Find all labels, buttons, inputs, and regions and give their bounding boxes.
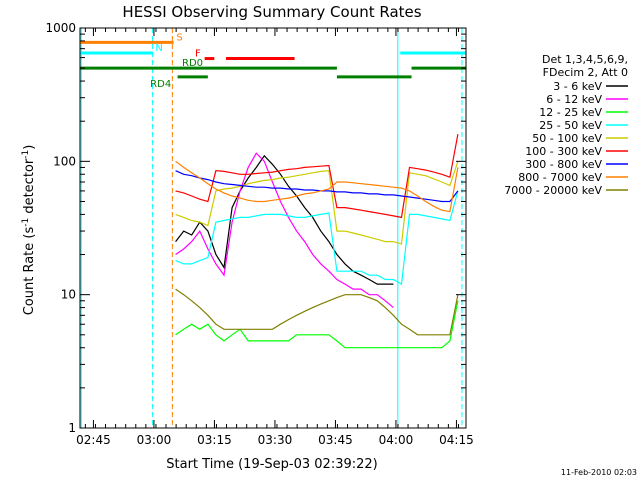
y-tick-label-0: 1 [68,421,76,435]
chart-title: HESSI Observing Summary Count Rates [122,3,421,21]
footer-date: 11-Feb-2010 02:03 [561,468,637,477]
series-line-6 [175,170,459,203]
y-axis-title: Count Rate (s-1 detector-1) [21,145,37,316]
legend-label-6: 300 - 800 keV [525,158,602,171]
series-lines [175,133,459,349]
series-line-8 [175,288,459,336]
legend-label-4: 50 - 100 keV [532,132,602,145]
series-line-5 [175,133,459,219]
legend-label-3: 25 - 50 keV [539,119,602,132]
x-tick-label-2: 03:15 [197,433,232,447]
series-line-1 [175,152,394,309]
y-tick-label-1: 10 [61,288,76,302]
legend-label-2: 12 - 25 keV [539,106,602,119]
vertical-markers [80,28,463,428]
y-tick-label-3: 1000 [45,21,76,35]
x-tick-label-4: 03:45 [318,433,353,447]
x-tick-label-6: 04:15 [439,433,474,447]
series-line-3 [175,190,459,286]
x-tick-label-0: 02:45 [76,433,111,447]
y-tick-label-2: 100 [53,154,76,168]
series-line-4 [175,161,459,245]
status-bar-label-3: F [195,49,201,60]
series-line-2 [175,300,459,349]
legend-label-0: 3 - 6 keV [553,80,602,93]
x-tick-label-5: 04:00 [379,433,414,447]
legend-label-8: 7000 - 20000 keV [504,184,602,197]
series-line-0 [175,154,394,285]
status-bar-label-0: S [176,32,182,43]
legend-label-7: 800 - 7000 keV [518,171,602,184]
legend-label-5: 100 - 300 keV [525,145,602,158]
axis-ticks: 02:45 03:00 03:15 03:30 03:45 04:00 04:15 1 10 10… [45,21,473,447]
series-line-7 [175,160,459,213]
legend-header-1: FDecim 2, Att 0 [543,66,628,79]
status-bar-label-8: RD4 [150,79,171,90]
x-tick-label-3: 03:30 [258,433,293,447]
legend-header-0: Det 1,3,4,5,6,9, [542,53,628,66]
x-axis-title: Start Time (19-Sep-03 02:39:22) [166,457,377,472]
status-bar-label-5: RD0 [182,58,203,69]
legend-label-1: 6 - 12 keV [546,93,602,106]
plot-border [79,27,467,429]
x-tick-label-1: 03:00 [137,433,172,447]
status-bar-label-1: N [155,43,162,54]
legend: Det 1,3,4,5,6,9,FDecim 2, Att 03 - 6 keV… [504,53,628,197]
plot-frame [79,27,467,429]
